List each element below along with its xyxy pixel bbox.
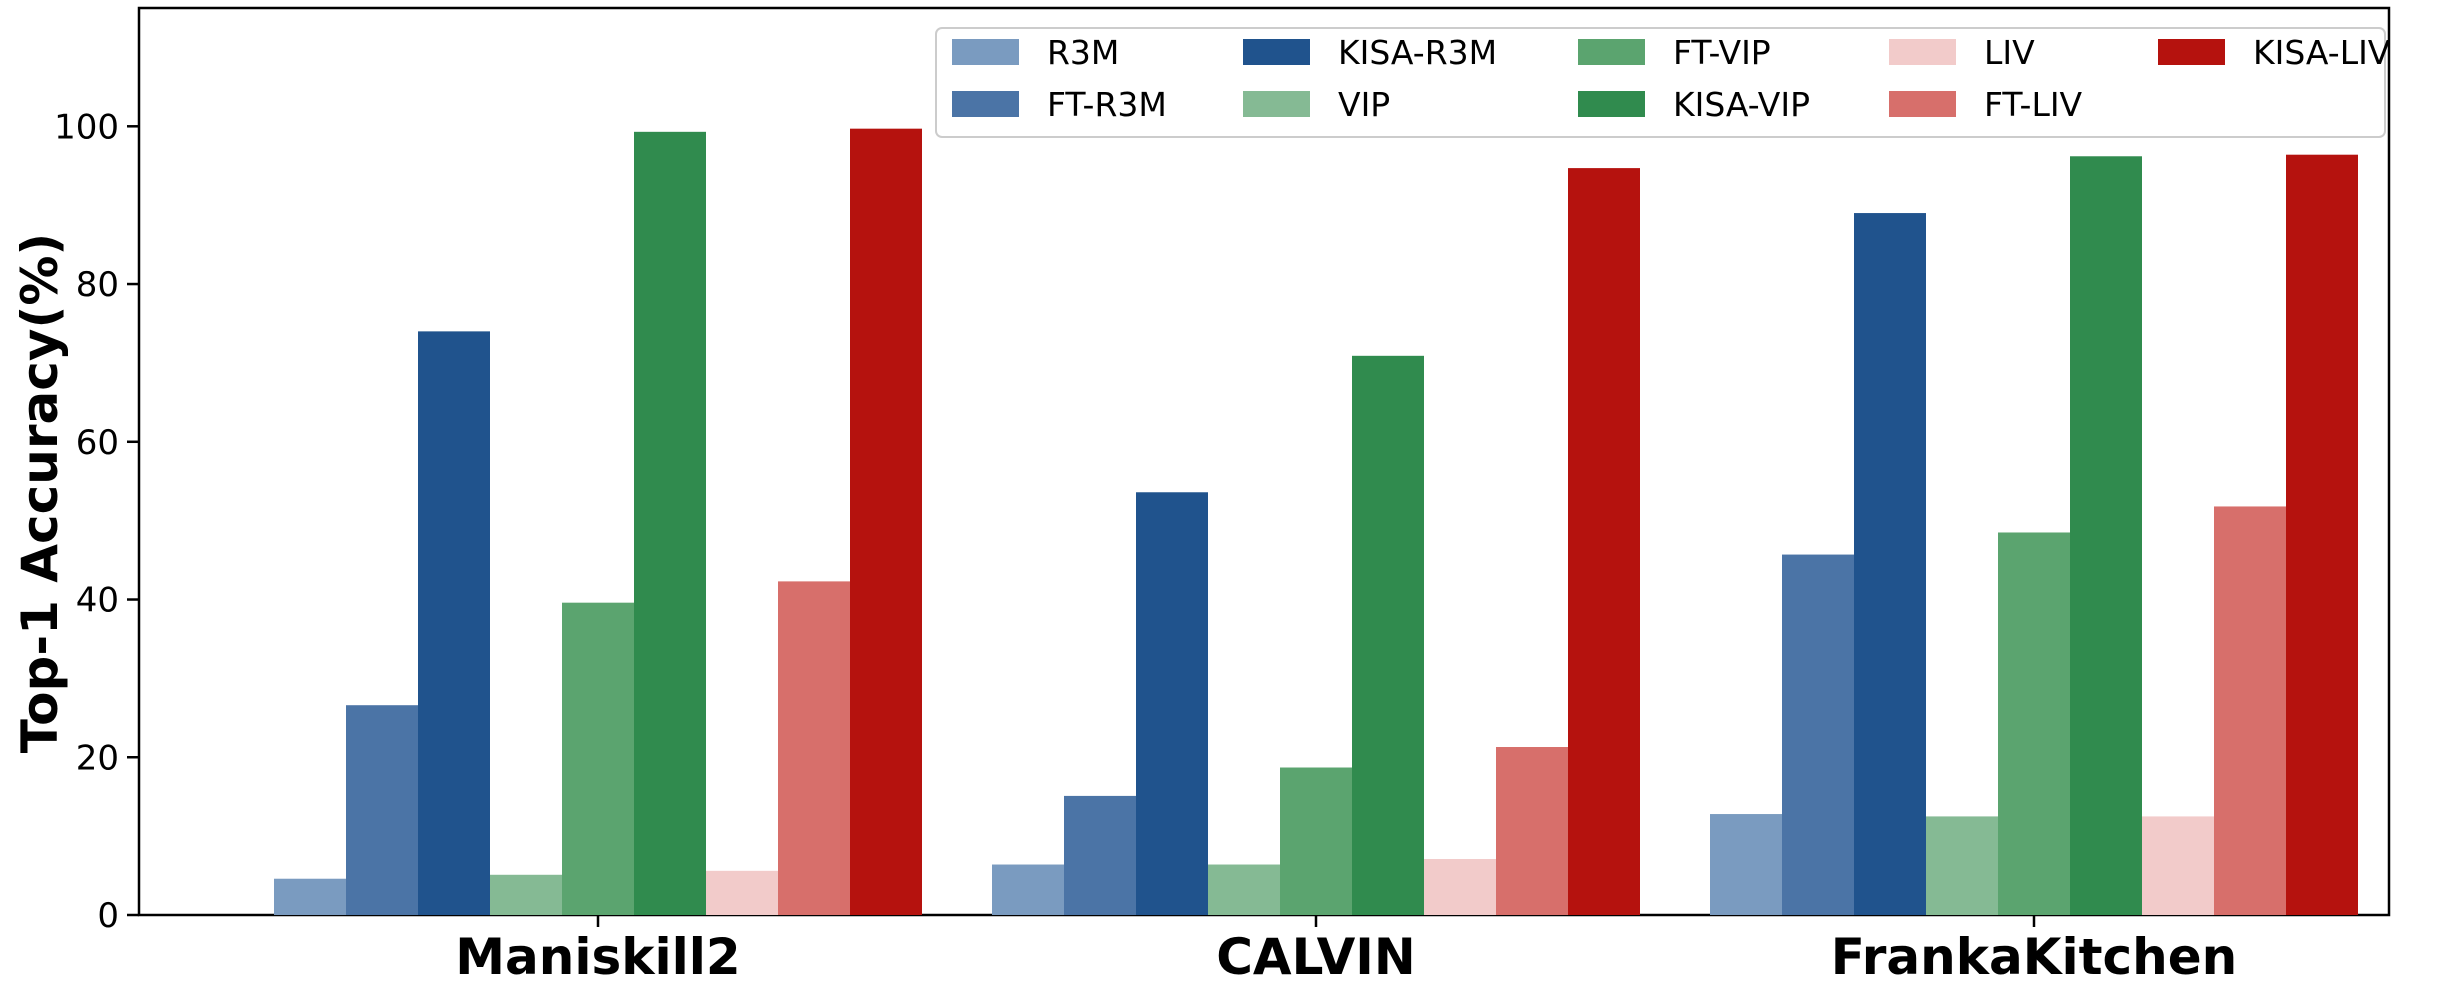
legend-swatch-ft-r3m — [952, 91, 1019, 117]
bar-liv-calvin — [1424, 859, 1496, 915]
bars-group — [274, 128, 2358, 916]
bar-ft-vip-calvin — [1280, 767, 1352, 915]
bar-ft-r3m-frankakitchen — [1782, 554, 1854, 915]
bar-liv-maniskill2 — [706, 870, 778, 915]
legend-swatch-liv — [1889, 39, 1956, 65]
legend-label-kisa-r3m: KISA-R3M — [1338, 33, 1497, 72]
bar-kisa-liv-maniskill2 — [850, 128, 922, 916]
bar-vip-calvin — [1208, 864, 1280, 915]
bar-kisa-liv-frankakitchen — [2286, 154, 2358, 915]
y-tick-label: 80 — [76, 265, 119, 305]
bar-r3m-calvin — [992, 864, 1064, 915]
legend-label-ft-vip: FT-VIP — [1673, 33, 1771, 72]
bar-kisa-r3m-maniskill2 — [418, 331, 490, 915]
legend-swatch-ft-liv — [1889, 91, 1956, 117]
bar-ft-r3m-maniskill2 — [346, 705, 418, 915]
bar-ft-liv-frankakitchen — [2214, 506, 2286, 915]
bar-ft-r3m-calvin — [1064, 795, 1136, 915]
x-tick-label-calvin: CALVIN — [1216, 928, 1416, 986]
legend-swatch-kisa-r3m — [1243, 39, 1310, 65]
legend-swatch-kisa-liv — [2158, 39, 2225, 65]
x-tick-label-frankakitchen: FrankaKitchen — [1831, 928, 2237, 986]
legend: R3M FT-R3M KISA-R3M VIP FT-VIP KISA-VIP LIV FT-… — [935, 27, 2391, 138]
y-tick-label: 60 — [76, 423, 119, 463]
legend-label-ft-liv: FT-LIV — [1984, 85, 2083, 124]
bar-ft-vip-frankakitchen — [1998, 532, 2070, 915]
bar-r3m-maniskill2 — [274, 878, 346, 915]
bar-vip-frankakitchen — [1926, 816, 1998, 915]
bar-kisa-vip-calvin — [1352, 355, 1424, 915]
legend-label-ft-r3m: FT-R3M — [1047, 85, 1167, 124]
bar-ft-liv-maniskill2 — [778, 581, 850, 915]
legend-swatch-ft-vip — [1578, 39, 1645, 65]
y-tick-label: 20 — [76, 738, 119, 778]
legend-label-kisa-vip: KISA-VIP — [1673, 85, 1810, 124]
legend-swatch-kisa-vip — [1578, 91, 1645, 117]
x-axis: Maniskill2 CALVIN FrankaKitchen — [455, 915, 2237, 986]
legend-label-vip: VIP — [1338, 85, 1390, 124]
bar-kisa-r3m-calvin — [1136, 492, 1208, 915]
x-tick-label-maniskill2: Maniskill2 — [455, 928, 740, 986]
y-tick-label: 0 — [97, 896, 119, 936]
legend-swatch-vip — [1243, 91, 1310, 117]
bar-kisa-r3m-frankakitchen — [1854, 213, 1926, 916]
legend-label-liv: LIV — [1984, 33, 2035, 72]
bar-kisa-vip-frankakitchen — [2070, 156, 2142, 915]
bar-liv-frankakitchen — [2142, 816, 2214, 915]
bar-ft-liv-calvin — [1496, 747, 1568, 915]
y-tick-label: 100 — [54, 107, 119, 147]
bar-ft-vip-maniskill2 — [562, 602, 634, 915]
bar-vip-maniskill2 — [490, 874, 562, 915]
y-axis: 0 20 40 60 80 100 — [54, 107, 139, 936]
y-tick-label: 40 — [76, 581, 119, 621]
legend-label-kisa-liv: KISA-LIV — [2253, 33, 2391, 72]
legend-swatch-r3m — [952, 39, 1019, 65]
y-axis-title: Top-1 Accuracy(%) — [11, 233, 69, 754]
bar-r3m-frankakitchen — [1710, 814, 1782, 915]
legend-label-r3m: R3M — [1047, 33, 1119, 72]
bar-kisa-liv-calvin — [1568, 168, 1640, 915]
bar-kisa-vip-maniskill2 — [634, 131, 706, 916]
